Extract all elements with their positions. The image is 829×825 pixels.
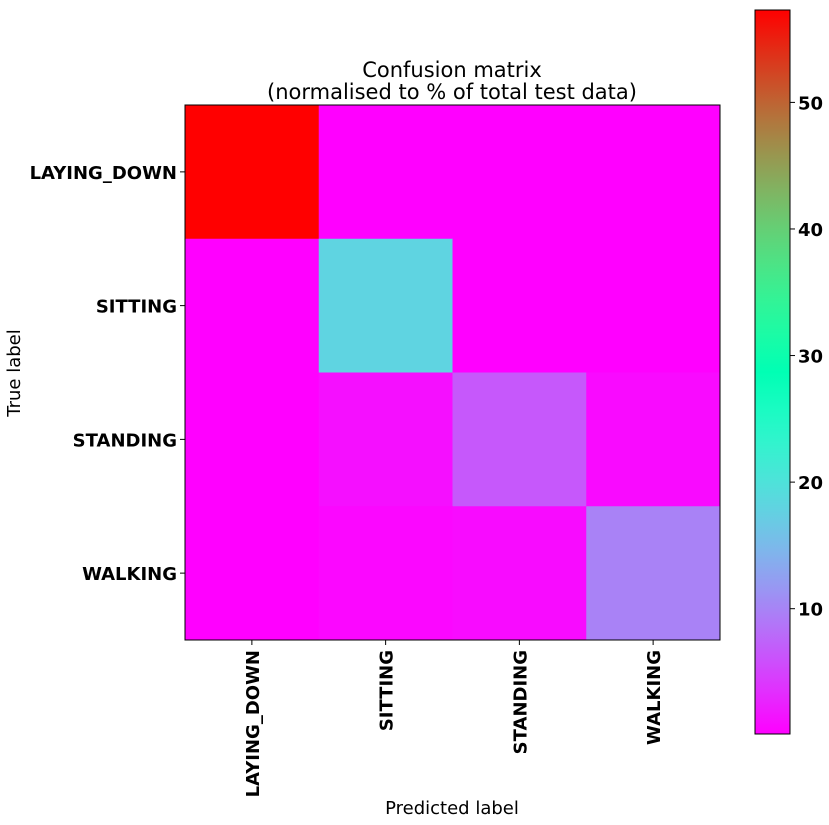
heatmap-cell bbox=[318, 506, 453, 641]
chart-title-line2: (normalised to % of total test data) bbox=[267, 80, 637, 104]
colorbar: 10 20 30 40 50 bbox=[754, 9, 823, 735]
y-tick-label: LAYING_DOWN bbox=[30, 163, 177, 184]
y-tick-label: STANDING bbox=[73, 430, 177, 451]
colorbar-tick-label: 10 bbox=[798, 600, 823, 621]
heatmap-cell bbox=[452, 372, 587, 507]
chart-title-line1: Confusion matrix bbox=[362, 58, 542, 82]
y-axis-ticks: LAYING_DOWN SITTING STANDING WALKING bbox=[30, 163, 185, 585]
heatmap-cell bbox=[318, 105, 453, 240]
heatmap-cell bbox=[452, 238, 587, 373]
colorbar-tick-label: 50 bbox=[798, 93, 823, 114]
heatmap-cell bbox=[452, 506, 587, 641]
colorbar-gradient bbox=[754, 9, 791, 735]
heatmap-cell bbox=[586, 372, 721, 507]
heatmap-cell bbox=[452, 105, 587, 240]
colorbar-ticks: 10 20 30 40 50 bbox=[790, 93, 823, 621]
colorbar-tick-label: 40 bbox=[798, 220, 823, 241]
heatmap-cell bbox=[185, 238, 320, 373]
heatmap-cells bbox=[185, 105, 721, 641]
heatmap-cell bbox=[586, 238, 721, 373]
y-tick-label: WALKING bbox=[82, 564, 177, 585]
colorbar-tick-label: 20 bbox=[798, 473, 823, 494]
colorbar-tick-label: 30 bbox=[798, 347, 823, 368]
heatmap-cell bbox=[318, 372, 453, 507]
x-tick-label: LAYING_DOWN bbox=[243, 650, 264, 797]
y-axis-label: True label bbox=[4, 329, 25, 418]
heatmap-cell bbox=[318, 238, 453, 373]
y-tick-label: SITTING bbox=[96, 297, 177, 318]
x-tick-label: STANDING bbox=[510, 650, 531, 754]
x-axis-ticks: LAYING_DOWN SITTING STANDING WALKING bbox=[243, 640, 665, 797]
heatmap-cell bbox=[586, 105, 721, 240]
plot-frame bbox=[184, 104, 721, 641]
x-tick-label: SITTING bbox=[377, 650, 398, 731]
heatmap-cell bbox=[185, 105, 320, 240]
heatmap-cell bbox=[185, 372, 320, 507]
heatmap-cell bbox=[586, 506, 721, 641]
x-axis-label: Predicted label bbox=[385, 798, 519, 819]
x-tick-label: WALKING bbox=[644, 650, 665, 745]
heatmap-cell bbox=[185, 506, 320, 641]
